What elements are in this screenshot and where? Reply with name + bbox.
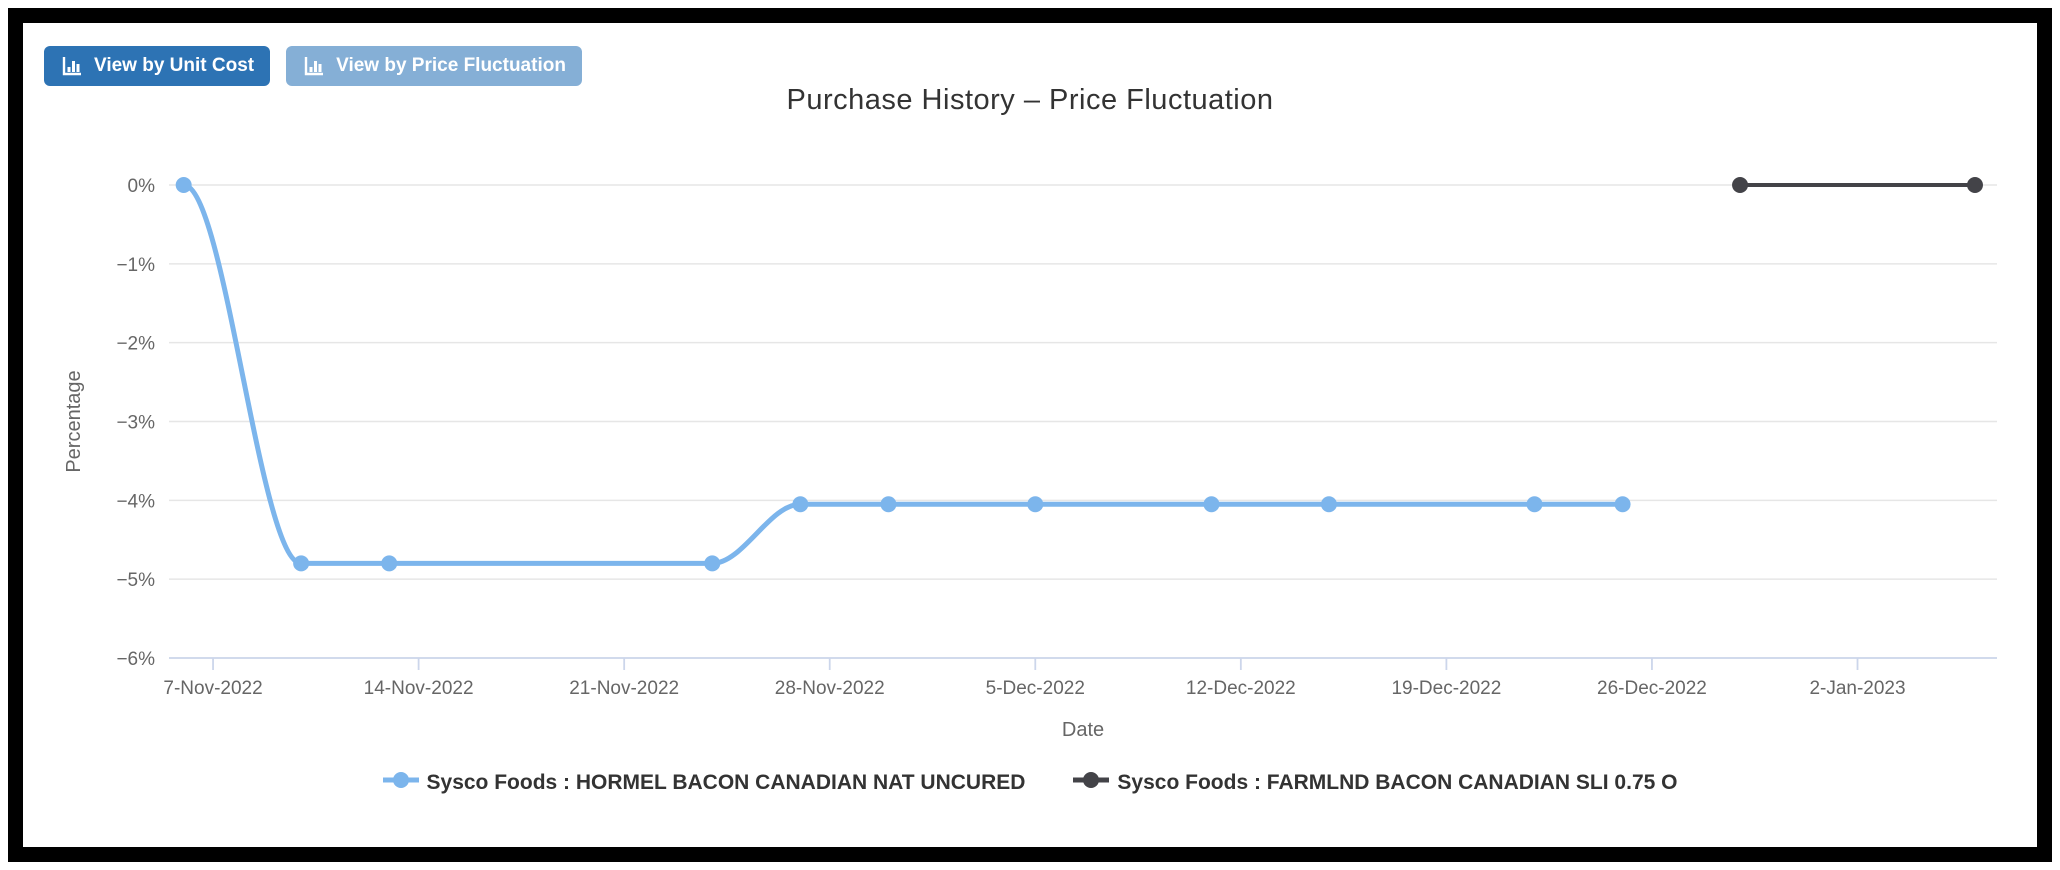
x-axis-tick-label: 12-Dec-2022 (1186, 678, 1296, 699)
view-by-price-fluctuation-label: View by Price Fluctuation (336, 55, 566, 76)
view-toolbar: View by Unit Cost View by Price Fluctuat… (44, 46, 582, 86)
y-axis-tick-label: −1% (116, 255, 155, 276)
x-axis-tick-label: 14-Nov-2022 (364, 678, 474, 699)
chart-legend: Sysco Foods : HORMEL BACON CANADIAN NAT … (0, 770, 2060, 795)
data-point[interactable] (1966, 177, 1983, 193)
x-axis-tick-label: 26-Dec-2022 (1597, 678, 1707, 699)
x-axis-tick-label: 7-Nov-2022 (163, 678, 262, 699)
data-point[interactable] (293, 555, 310, 572)
y-axis-tick-label: 0% (128, 176, 156, 197)
x-axis-title: Date (1062, 719, 1104, 741)
legend-item-hormel-bacon[interactable]: Sysco Foods : HORMEL BACON CANADIAN NAT … (382, 770, 1026, 795)
view-by-unit-cost-label: View by Unit Cost (94, 55, 255, 76)
data-point[interactable] (1320, 496, 1337, 513)
y-axis-tick-label: −2% (116, 334, 155, 355)
data-point[interactable] (704, 555, 721, 572)
x-axis-tick-label: 28-Nov-2022 (775, 678, 885, 699)
data-point[interactable] (1203, 496, 1220, 513)
data-point[interactable] (880, 496, 897, 513)
legend-item-farmlnd-bacon[interactable]: Sysco Foods : FARMLND BACON CANADIAN SLI… (1073, 770, 1677, 795)
data-point[interactable] (792, 496, 809, 513)
view-by-price-fluctuation-button[interactable]: View by Price Fluctuation (286, 46, 582, 86)
x-axis-tick-label: 5-Dec-2022 (986, 678, 1085, 699)
legend-label: Sysco Foods : HORMEL BACON CANADIAN NAT … (426, 770, 1026, 794)
x-axis-tick-label: 19-Dec-2022 (1391, 678, 1501, 699)
y-axis-tick-label: −4% (116, 491, 155, 512)
data-point[interactable] (1614, 496, 1631, 513)
chart-title: Purchase History – Price Fluctuation (786, 84, 1274, 116)
data-point[interactable] (1027, 496, 1044, 513)
series-marker-icon (382, 770, 419, 795)
y-axis-tick-label: −6% (116, 649, 155, 670)
bar-chart-icon (60, 54, 84, 78)
view-by-unit-cost-button[interactable]: View by Unit Cost (44, 46, 271, 86)
y-axis-title: Percentage (63, 370, 85, 472)
data-point[interactable] (1732, 177, 1749, 193)
legend-label: Sysco Foods : FARMLND BACON CANADIAN SLI… (1117, 770, 1678, 794)
x-axis-tick-label: 2-Jan-2023 (1809, 678, 1905, 699)
bar-chart-icon (302, 54, 326, 78)
data-point[interactable] (1526, 496, 1543, 513)
y-axis-tick-label: −5% (116, 570, 155, 591)
series-line-0 (182, 182, 1623, 566)
data-point[interactable] (381, 555, 398, 572)
data-point[interactable] (175, 177, 192, 193)
y-axis-tick-label: −3% (116, 413, 155, 434)
series-marker-icon (1073, 770, 1110, 795)
x-axis-tick-label: 21-Nov-2022 (569, 678, 679, 699)
